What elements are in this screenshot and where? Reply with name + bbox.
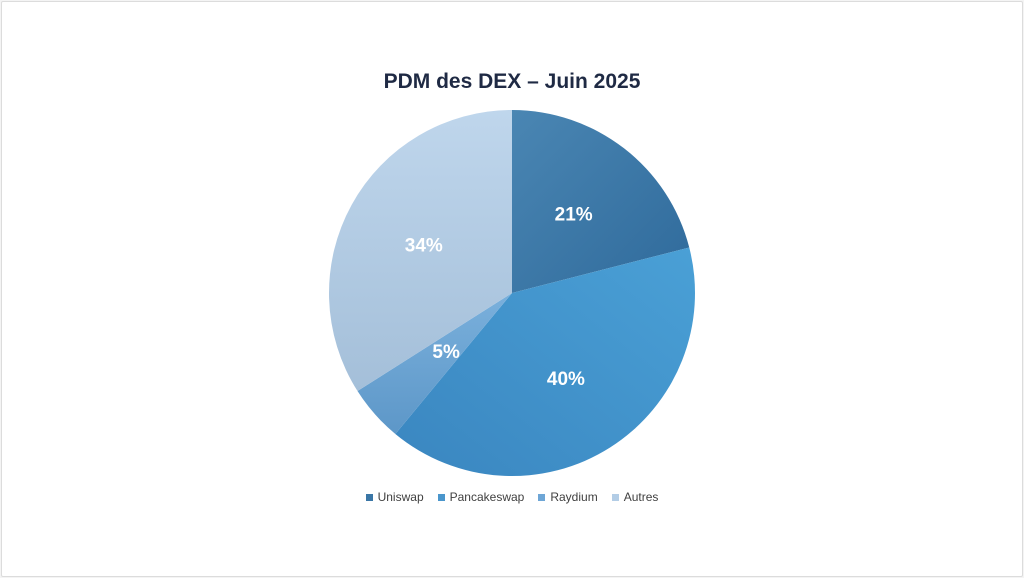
legend-item-pancakeswap: Pancakeswap <box>437 490 525 504</box>
legend-item-raydium: Raydium <box>538 490 598 504</box>
chart-title: PDM des DEX – Juin 2025 <box>383 70 641 93</box>
legend-label: Raydium <box>550 490 598 504</box>
data-label-raydium: 5% <box>432 342 460 363</box>
legend-label: Pancakeswap <box>449 490 525 504</box>
pie-slice-raydium <box>357 293 512 435</box>
data-label-uniswap: 21% <box>555 204 593 225</box>
legend-swatch <box>611 493 619 501</box>
chart-legend: Uniswap Pancakeswap Raydium Autres <box>0 490 1024 504</box>
data-label-pancakeswap: 40% <box>547 369 585 390</box>
legend-swatch <box>538 493 546 501</box>
legend-swatch <box>437 493 445 501</box>
data-label-autres: 34% <box>405 236 443 257</box>
legend-swatch <box>365 493 373 501</box>
legend-label: Uniswap <box>377 490 424 504</box>
pie-slice-autres <box>328 109 512 392</box>
legend-item-autres: Autres <box>611 490 659 504</box>
pie-slice-uniswap <box>512 110 690 293</box>
legend-label: Autres <box>623 490 659 504</box>
pie-slice-pancakeswap <box>395 247 695 476</box>
legend-item-uniswap: Uniswap <box>365 490 424 504</box>
